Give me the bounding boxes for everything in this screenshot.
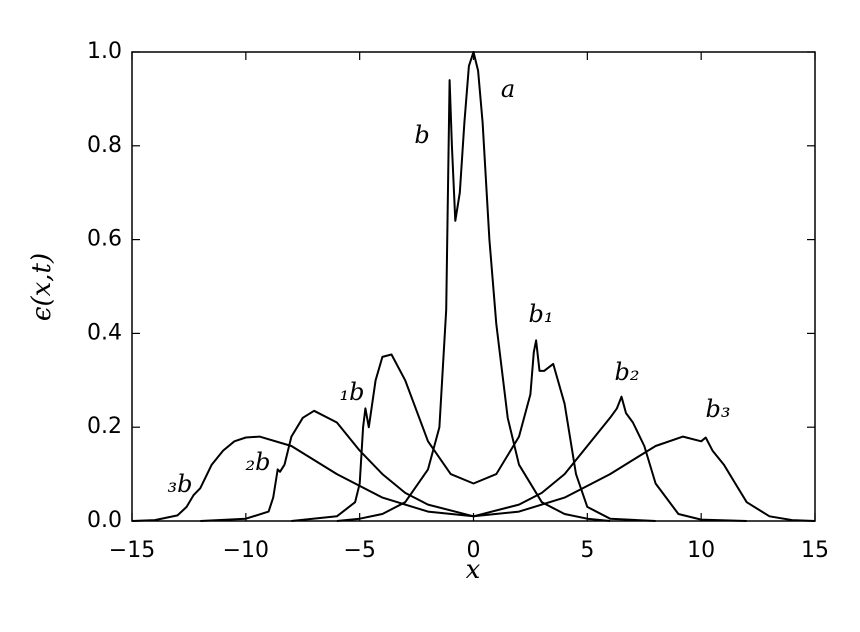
x-tick-label: −15 [109,538,155,563]
annotation: b₁ [529,300,554,328]
annotation: b₃ [706,395,731,423]
line-series [131,435,816,522]
x-tick-label: 5 [580,538,594,563]
annotation: b [414,121,429,149]
y-tick-label: 0.6 [87,227,122,252]
annotation: ₃b [168,470,193,498]
line-series [291,339,656,522]
line-series [336,51,611,522]
x-tick-label: −5 [343,538,375,563]
line-series [200,395,747,522]
y-tick-label: 0.2 [87,414,122,439]
y-axis-label: ϵ(x,t) [27,253,57,321]
y-tick-label: 0.0 [87,508,122,533]
x-tick-label: 0 [467,538,481,563]
y-tick-label: 1.0 [87,39,122,64]
y-tick-label: 0.4 [87,320,122,345]
annotation: a [501,75,515,103]
x-tick-label: 15 [801,538,829,563]
x-axis-label: x [466,555,481,585]
y-tick-label: 0.8 [87,133,122,158]
annotation: b₂ [615,358,640,386]
x-tick-label: 10 [687,538,715,563]
x-tick-label: −10 [223,538,269,563]
annotation: ₁b [340,378,365,406]
annotation: ₂b [246,448,271,476]
